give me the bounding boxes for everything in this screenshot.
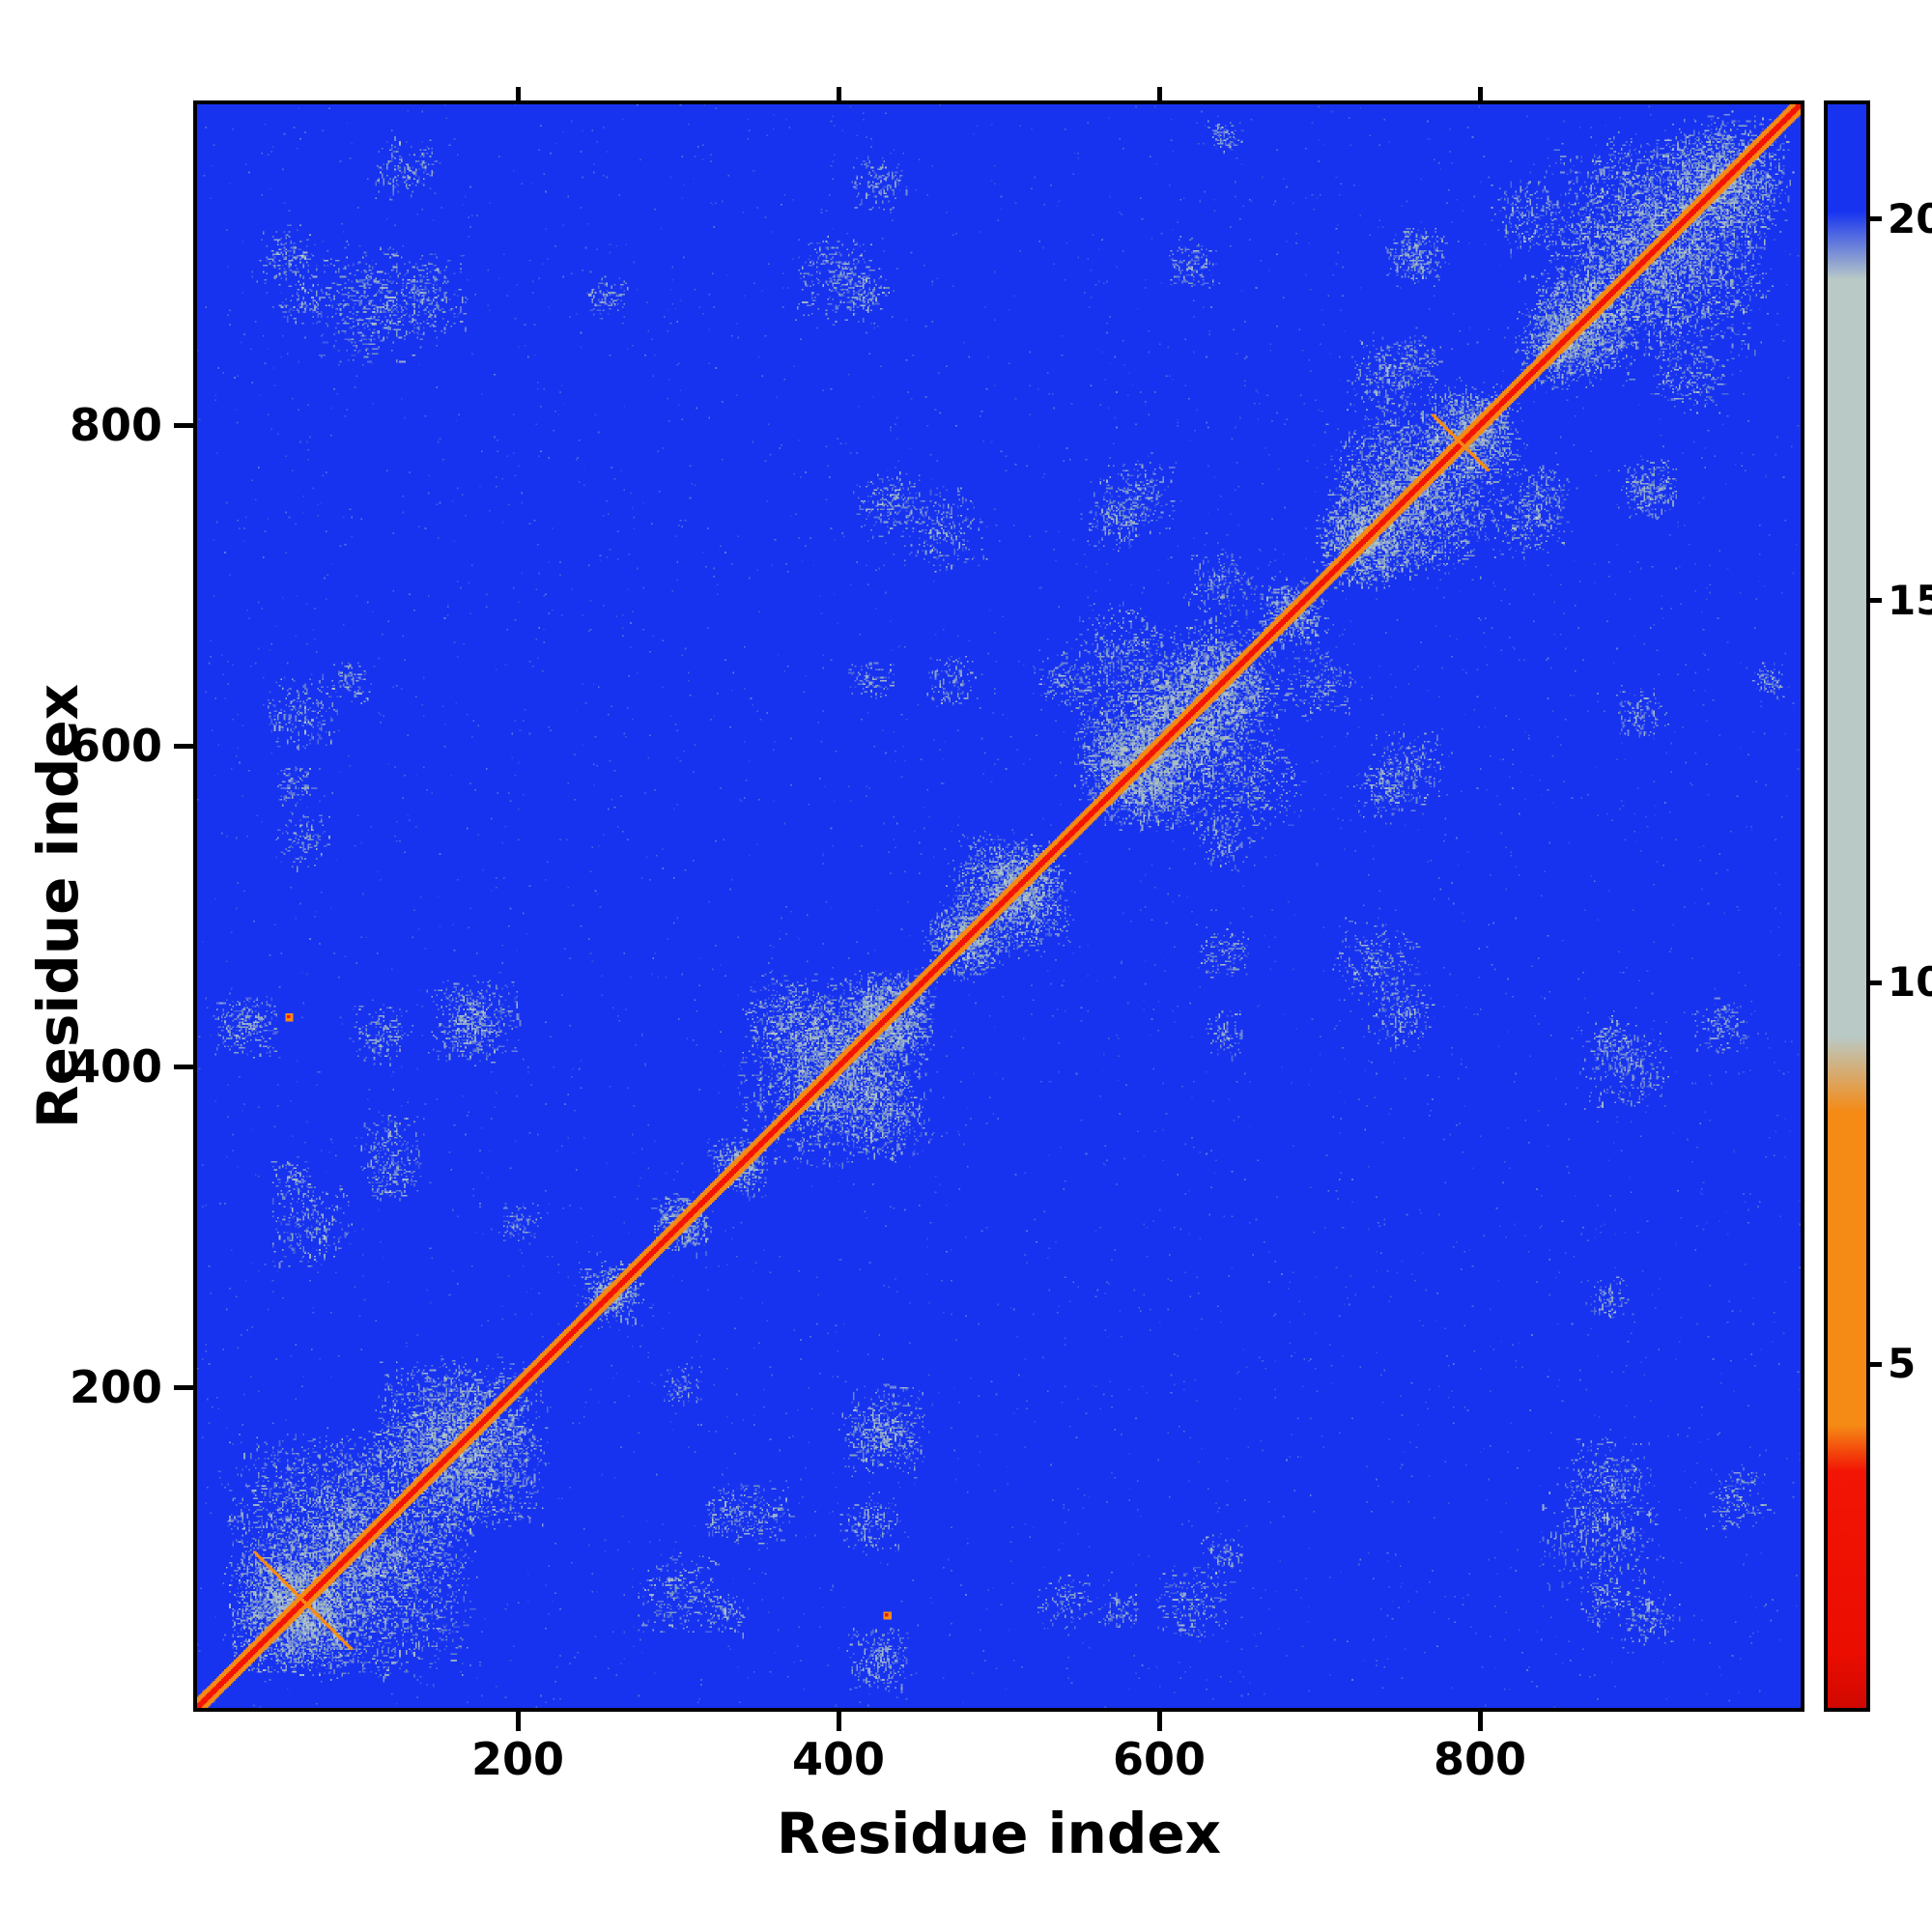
x-tick-mark (836, 1712, 841, 1731)
colorbar-tick-mark (1870, 598, 1882, 604)
x-top-tick-mark (515, 87, 521, 100)
heatmap-canvas (197, 104, 1801, 1708)
x-top-tick-mark (1477, 87, 1483, 100)
y-tick-label: 400 (69, 1040, 162, 1093)
plot-frame (193, 100, 1804, 1712)
x-axis-label: Residue index (776, 1801, 1222, 1866)
x-tick-mark (1477, 1712, 1483, 1731)
colorbar-tick-label: 15 (1888, 576, 1932, 624)
colorbar-tick-mark (1870, 1361, 1882, 1367)
y-tick-mark (174, 743, 193, 749)
y-tick-mark (174, 1384, 193, 1390)
x-tick-mark (515, 1712, 521, 1731)
y-tick-mark (174, 422, 193, 428)
y-tick-label: 800 (69, 399, 162, 451)
colorbar-tick-mark (1870, 980, 1882, 985)
colorbar-tick-label: 20 (1888, 194, 1932, 242)
colorbar-tick-label: 10 (1888, 958, 1932, 1007)
colorbar (1824, 100, 1870, 1712)
x-top-tick-mark (836, 87, 841, 100)
y-tick-label: 200 (69, 1361, 162, 1413)
x-tick-label: 400 (791, 1733, 886, 1785)
y-tick-label: 600 (69, 720, 162, 772)
x-tick-label: 800 (1433, 1733, 1527, 1785)
x-tick-label: 600 (1112, 1733, 1207, 1785)
x-tick-label: 200 (470, 1733, 565, 1785)
colorbar-tick-mark (1870, 216, 1882, 222)
x-tick-mark (1156, 1712, 1162, 1731)
y-tick-mark (174, 1064, 193, 1069)
x-top-tick-mark (1156, 87, 1162, 100)
colorbar-tick-label: 5 (1888, 1340, 1917, 1388)
